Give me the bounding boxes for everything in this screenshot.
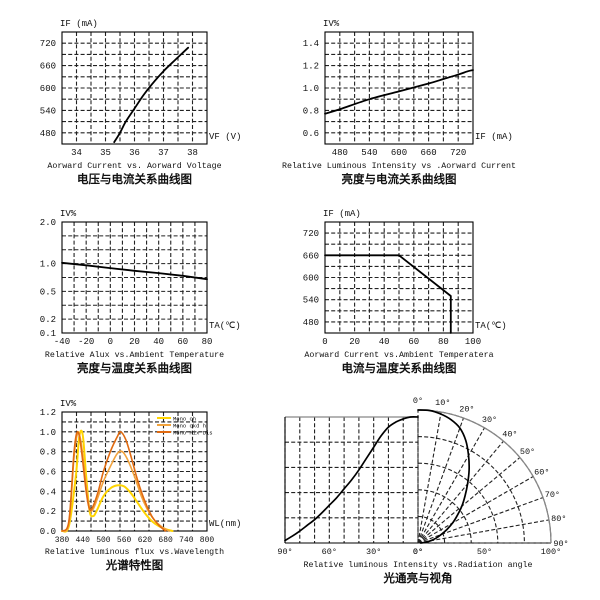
svg-text:20: 20 <box>129 337 140 347</box>
svg-text:40: 40 <box>379 337 390 347</box>
svg-text:1.2: 1.2 <box>303 62 319 72</box>
svg-text:720: 720 <box>450 148 466 158</box>
svg-text:Aorward Current vs. Aorward Vo: Aorward Current vs. Aorward Voltage <box>47 161 221 171</box>
svg-text:Relative luminous flux vs.Wave: Relative luminous flux vs.Wavelength <box>45 547 224 557</box>
svg-text:IF (mA): IF (mA) <box>323 209 361 219</box>
svg-text:Relative Luminous Intensity vs: Relative Luminous Intensity vs .Aorward … <box>282 161 516 171</box>
svg-text:TA(℃): TA(℃) <box>209 321 241 331</box>
svg-text:1.2: 1.2 <box>40 408 56 418</box>
svg-text:1.0: 1.0 <box>40 428 56 438</box>
svg-text:740: 740 <box>179 536 194 545</box>
svg-text:0.8: 0.8 <box>40 448 56 458</box>
svg-text:0.2: 0.2 <box>40 315 56 325</box>
svg-text:电流与温度关系曲线图: 电流与温度关系曲线图 <box>342 361 457 376</box>
svg-text:90°: 90° <box>553 539 568 549</box>
svg-text:50°: 50° <box>477 547 492 557</box>
svg-text:1.0: 1.0 <box>303 84 319 94</box>
svg-text:Aorward Current vs.Ambient Tem: Aorward Current vs.Ambient Temperatera <box>304 350 493 360</box>
svg-text:480: 480 <box>303 318 319 328</box>
svg-text:600: 600 <box>40 84 56 94</box>
svg-text:Relative Alux vs.Ambient Tempe: Relative Alux vs.Ambient Temperature <box>45 350 224 360</box>
svg-text:光通亮与视角: 光通亮与视角 <box>383 571 453 586</box>
svg-text:1.4: 1.4 <box>303 39 319 49</box>
svg-text:光谱特性图: 光谱特性图 <box>105 558 164 573</box>
svg-text:WL(nm): WL(nm) <box>209 519 241 529</box>
svg-text:亮度与温度关系曲线图: 亮度与温度关系曲线图 <box>77 361 192 376</box>
svg-text:38: 38 <box>187 148 198 158</box>
svg-text:-40: -40 <box>54 337 70 347</box>
svg-text:Mono ch: Mono ch <box>173 416 196 423</box>
svg-text:40: 40 <box>153 337 164 347</box>
svg-text:560: 560 <box>117 536 132 545</box>
svg-text:660: 660 <box>303 251 319 261</box>
svg-text:35: 35 <box>100 148 111 158</box>
svg-text:Mono Mix Dis: Mono Mix Dis <box>173 430 213 437</box>
svg-text:540: 540 <box>303 296 319 306</box>
svg-text:37: 37 <box>158 148 169 158</box>
svg-text:80°: 80° <box>551 514 566 524</box>
svg-text:480: 480 <box>332 148 348 158</box>
svg-text:50°: 50° <box>520 447 535 457</box>
svg-text:IV%: IV% <box>60 209 77 219</box>
svg-text:IF (mA): IF (mA) <box>475 132 513 142</box>
svg-text:60: 60 <box>408 337 419 347</box>
svg-text:TA(℃): TA(℃) <box>475 321 507 331</box>
svg-text:0.6: 0.6 <box>303 129 319 139</box>
svg-text:0.2: 0.2 <box>40 507 56 517</box>
svg-text:0.5: 0.5 <box>40 287 56 297</box>
svg-text:0.0: 0.0 <box>40 527 56 537</box>
svg-text:2.0: 2.0 <box>40 218 56 228</box>
svg-text:500: 500 <box>96 536 111 545</box>
svg-text:680: 680 <box>158 536 173 545</box>
svg-text:IV%: IV% <box>323 19 340 29</box>
svg-text:0.4: 0.4 <box>40 487 56 497</box>
svg-text:90°: 90° <box>277 547 292 557</box>
svg-text:0: 0 <box>108 337 113 347</box>
svg-text:30°: 30° <box>482 415 497 425</box>
svg-text:亮度与电流关系曲线图: 亮度与电流关系曲线图 <box>342 172 457 187</box>
svg-text:0: 0 <box>322 337 327 347</box>
svg-text:600: 600 <box>391 148 407 158</box>
svg-text:440: 440 <box>75 536 90 545</box>
svg-text:660: 660 <box>420 148 436 158</box>
svg-text:620: 620 <box>138 536 153 545</box>
svg-text:720: 720 <box>303 229 319 239</box>
svg-text:20°: 20° <box>459 405 474 415</box>
svg-text:380: 380 <box>55 536 70 545</box>
svg-text:60: 60 <box>177 337 188 347</box>
svg-text:0°: 0° <box>413 396 423 406</box>
svg-text:30°: 30° <box>366 547 381 557</box>
svg-text:1.0: 1.0 <box>40 260 56 270</box>
svg-text:Relative luminous Intensity vs: Relative luminous Intensity vs.Radiation… <box>303 560 532 570</box>
svg-text:660: 660 <box>40 62 56 72</box>
svg-text:70°: 70° <box>545 490 560 500</box>
svg-text:VF (V): VF (V) <box>209 132 241 142</box>
svg-text:-20: -20 <box>78 337 94 347</box>
svg-text:0°: 0° <box>413 547 423 557</box>
svg-text:10°: 10° <box>435 398 450 408</box>
svg-text:60°: 60° <box>534 468 549 478</box>
svg-text:0.8: 0.8 <box>303 106 319 116</box>
svg-text:720: 720 <box>40 39 56 49</box>
svg-text:800: 800 <box>200 536 215 545</box>
svg-text:540: 540 <box>40 106 56 116</box>
svg-text:Mono ckd h: Mono ckd h <box>173 423 206 430</box>
svg-text:电压与电流关系曲线图: 电压与电流关系曲线图 <box>77 172 192 187</box>
svg-text:80: 80 <box>202 337 213 347</box>
svg-text:540: 540 <box>361 148 377 158</box>
svg-text:34: 34 <box>71 148 82 158</box>
svg-text:100: 100 <box>465 337 481 347</box>
svg-text:36: 36 <box>129 148 140 158</box>
svg-text:40°: 40° <box>502 430 517 440</box>
svg-text:60°: 60° <box>322 547 337 557</box>
svg-text:20: 20 <box>349 337 360 347</box>
svg-text:80: 80 <box>438 337 449 347</box>
svg-text:0.6: 0.6 <box>40 468 56 478</box>
svg-text:IF (mA): IF (mA) <box>60 19 98 29</box>
svg-text:480: 480 <box>40 129 56 139</box>
svg-text:IV%: IV% <box>60 399 77 409</box>
svg-text:600: 600 <box>303 274 319 284</box>
